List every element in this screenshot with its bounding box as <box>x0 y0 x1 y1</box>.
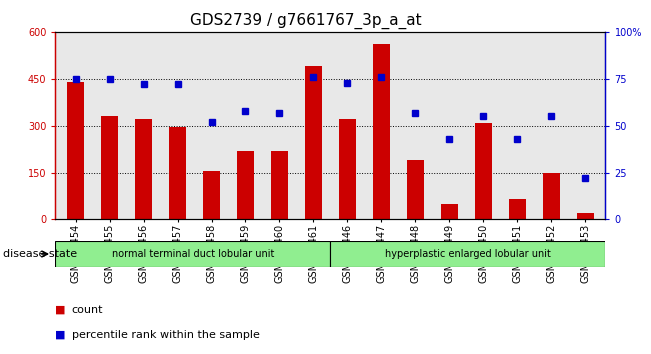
Bar <box>203 171 220 219</box>
Text: hyperplastic enlarged lobular unit: hyperplastic enlarged lobular unit <box>385 249 551 259</box>
Text: GDS2739 / g7661767_3p_a_at: GDS2739 / g7661767_3p_a_at <box>190 12 422 29</box>
Bar <box>543 172 560 219</box>
Bar <box>271 151 288 219</box>
Bar <box>101 116 118 219</box>
Bar <box>339 119 356 219</box>
Text: disease state: disease state <box>3 249 77 259</box>
Text: normal terminal duct lobular unit: normal terminal duct lobular unit <box>112 249 274 259</box>
Bar <box>407 160 424 219</box>
Bar <box>305 66 322 219</box>
Text: ■: ■ <box>55 305 66 315</box>
Bar <box>441 204 458 219</box>
Bar <box>577 213 594 219</box>
Bar <box>373 44 390 219</box>
Bar <box>67 82 84 219</box>
Bar <box>55 241 330 267</box>
Text: ■: ■ <box>55 330 66 339</box>
Bar <box>475 122 492 219</box>
Text: count: count <box>72 305 103 315</box>
Text: percentile rank within the sample: percentile rank within the sample <box>72 330 260 339</box>
Bar <box>508 199 525 219</box>
Bar <box>169 127 186 219</box>
Bar <box>237 151 254 219</box>
Bar <box>330 241 605 267</box>
Bar <box>135 119 152 219</box>
